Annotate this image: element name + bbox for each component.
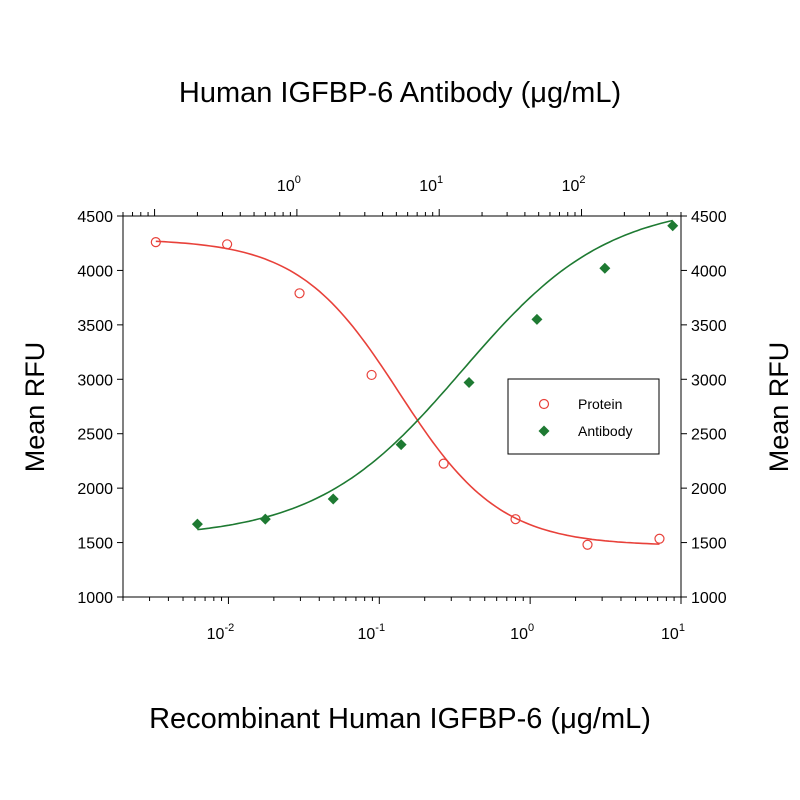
- y-tick-label-left: 1500: [77, 536, 113, 553]
- y-tick-label-left: 3500: [77, 318, 113, 335]
- antibody-point: [531, 313, 543, 325]
- legend-label-antibody: Antibody: [578, 423, 632, 439]
- legend-box: [507, 378, 660, 455]
- y-tick-label-left: 2500: [77, 427, 113, 444]
- x-bottom-tick-label: 10-1: [358, 622, 386, 643]
- x-axis-label: Recombinant Human IGFBP-6 (μg/mL): [149, 703, 651, 735]
- y-tick-label-left: 1000: [77, 590, 113, 607]
- protein-point: [294, 288, 305, 299]
- x-bottom-tick-label: 100: [510, 622, 534, 643]
- data-markers: [150, 220, 679, 550]
- x-bottom-tick-label: 10-2: [207, 622, 235, 643]
- antibody-point: [599, 262, 611, 274]
- x-top-tick-label: 102: [562, 174, 586, 195]
- protein-point: [150, 237, 161, 248]
- protein-fit-curve: [155, 240, 660, 545]
- protein-legend-marker: [538, 398, 550, 410]
- chart-title: Human IGFBP-6 Antibody (μg/mL): [179, 77, 621, 109]
- y-tick-label-left: 4000: [77, 263, 113, 280]
- y-axis-label-right: Mean RFU: [764, 342, 794, 473]
- x-top-tick-label: 101: [419, 174, 443, 195]
- y-tick-label-right: 3000: [691, 372, 727, 389]
- protein-point: [222, 239, 233, 250]
- y-tick-label-right: 4000: [691, 263, 727, 280]
- antibody-point: [259, 513, 271, 525]
- protein-point: [438, 458, 449, 469]
- y-axis-left: 1000 1500 2000 2500 3000 3500 4000 4500: [77, 209, 123, 607]
- x-axis-top: 100 101 102: [122, 174, 682, 216]
- protein-point: [654, 533, 665, 544]
- x-axis-bottom: 10-2 10-1 100 101: [122, 597, 685, 643]
- antibody-point: [327, 493, 339, 505]
- antibody-fit-curve: [197, 219, 673, 531]
- legend: Protein Antibody: [507, 378, 660, 455]
- fit-curves: [155, 219, 673, 545]
- protein-point: [582, 539, 593, 550]
- y-tick-label-right: 1000: [691, 590, 727, 607]
- antibody-point: [395, 439, 407, 451]
- antibody-point: [667, 220, 679, 232]
- y-tick-label-right: 1500: [691, 536, 727, 553]
- protein-point: [366, 369, 377, 381]
- legend-label-protein: Protein: [578, 396, 622, 412]
- protein-point: [510, 514, 521, 525]
- y-tick-label-right: 3500: [691, 318, 727, 335]
- y-tick-label-left: 2000: [77, 481, 113, 498]
- y-tick-label-right: 4500: [691, 209, 727, 226]
- y-tick-label-left: 4500: [77, 209, 113, 226]
- antibody-point: [191, 518, 203, 530]
- x-top-tick-label: 100: [277, 174, 301, 195]
- plot-frame: [122, 215, 682, 598]
- y-tick-label-right: 2500: [691, 427, 727, 444]
- y-axis-label-left: Mean RFU: [20, 342, 50, 473]
- antibody-point: [463, 377, 475, 389]
- y-tick-label-left: 3000: [77, 372, 113, 389]
- y-tick-label-right: 2000: [691, 481, 727, 498]
- y-axis-right: 1000 1500 2000 2500 3000 3500 4000 4500: [681, 209, 727, 607]
- x-bottom-tick-label: 101: [661, 622, 685, 643]
- antibody-legend-marker: [538, 425, 550, 437]
